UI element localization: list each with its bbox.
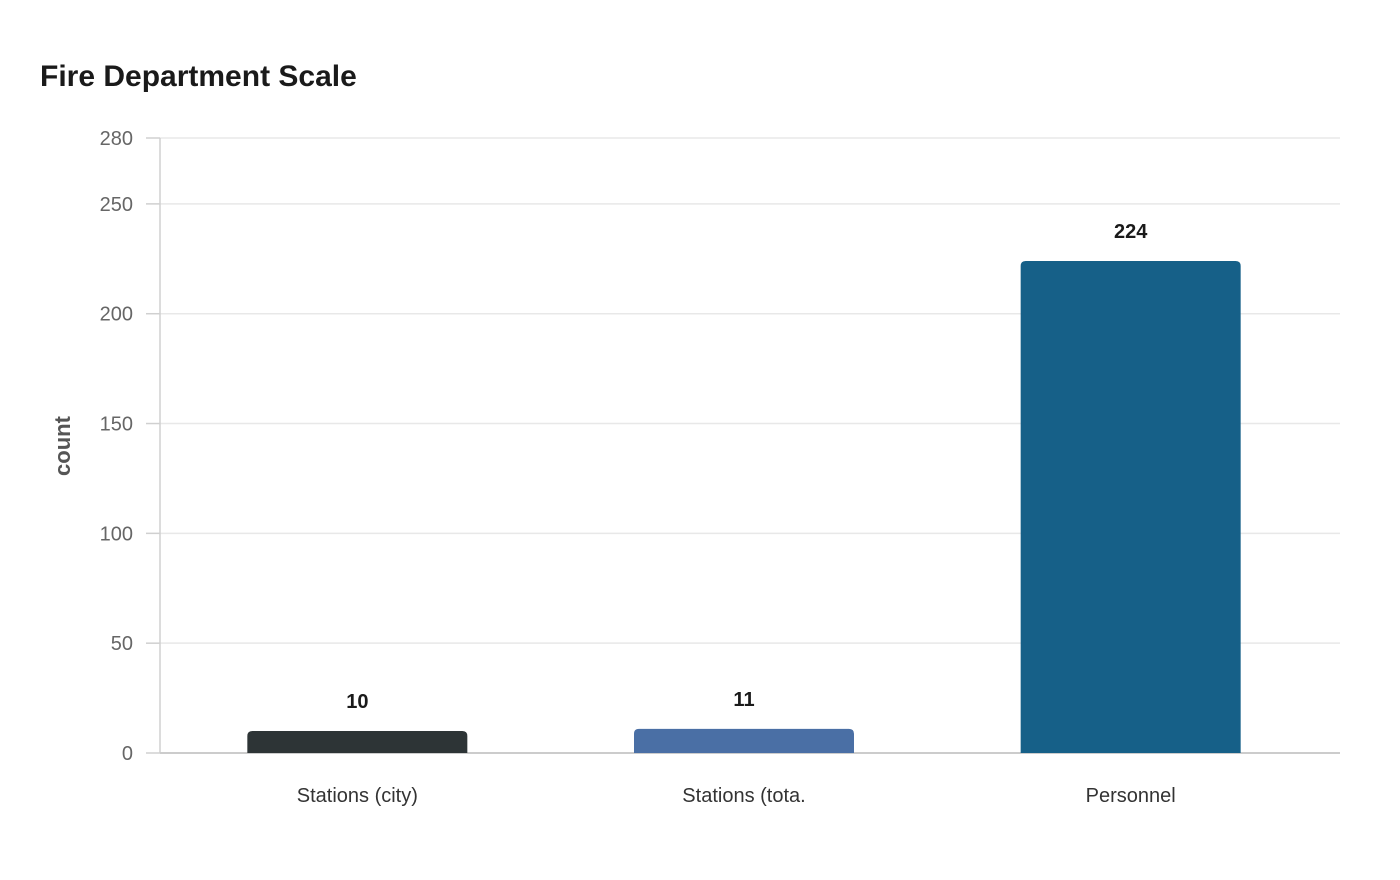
- y-tick-label: 0: [122, 743, 133, 765]
- y-tick-label: 150: [100, 414, 133, 436]
- y-tick-label: 50: [111, 633, 133, 655]
- data-label: 224: [1114, 221, 1148, 243]
- bar: [634, 728, 854, 753]
- y-tick-labels: 0 50 100 150 200 250 280: [100, 128, 133, 765]
- y-tick-label: 100: [100, 523, 133, 545]
- data-labels: 10 11 224: [346, 221, 1148, 713]
- x-tick-labels: Stations (city) Stations (tota. Personnel: [297, 785, 1176, 807]
- y-tick-label: 200: [100, 304, 133, 326]
- x-tick-label: Stations (city): [297, 785, 418, 807]
- gridlines: [160, 137, 1340, 644]
- x-tick-label: Personnel: [1086, 785, 1176, 807]
- bar: [247, 731, 468, 753]
- data-label: 11: [733, 689, 754, 711]
- y-axis-title: count: [50, 415, 75, 476]
- y-tick-label: 250: [100, 194, 133, 216]
- data-label: 10: [346, 691, 368, 713]
- y-tick-label: 280: [100, 128, 133, 150]
- bar: [1020, 261, 1241, 753]
- chart-title: Fire Department Scale: [40, 60, 357, 93]
- x-tick-label: Stations (tota.: [682, 785, 805, 807]
- bars: [247, 261, 1241, 753]
